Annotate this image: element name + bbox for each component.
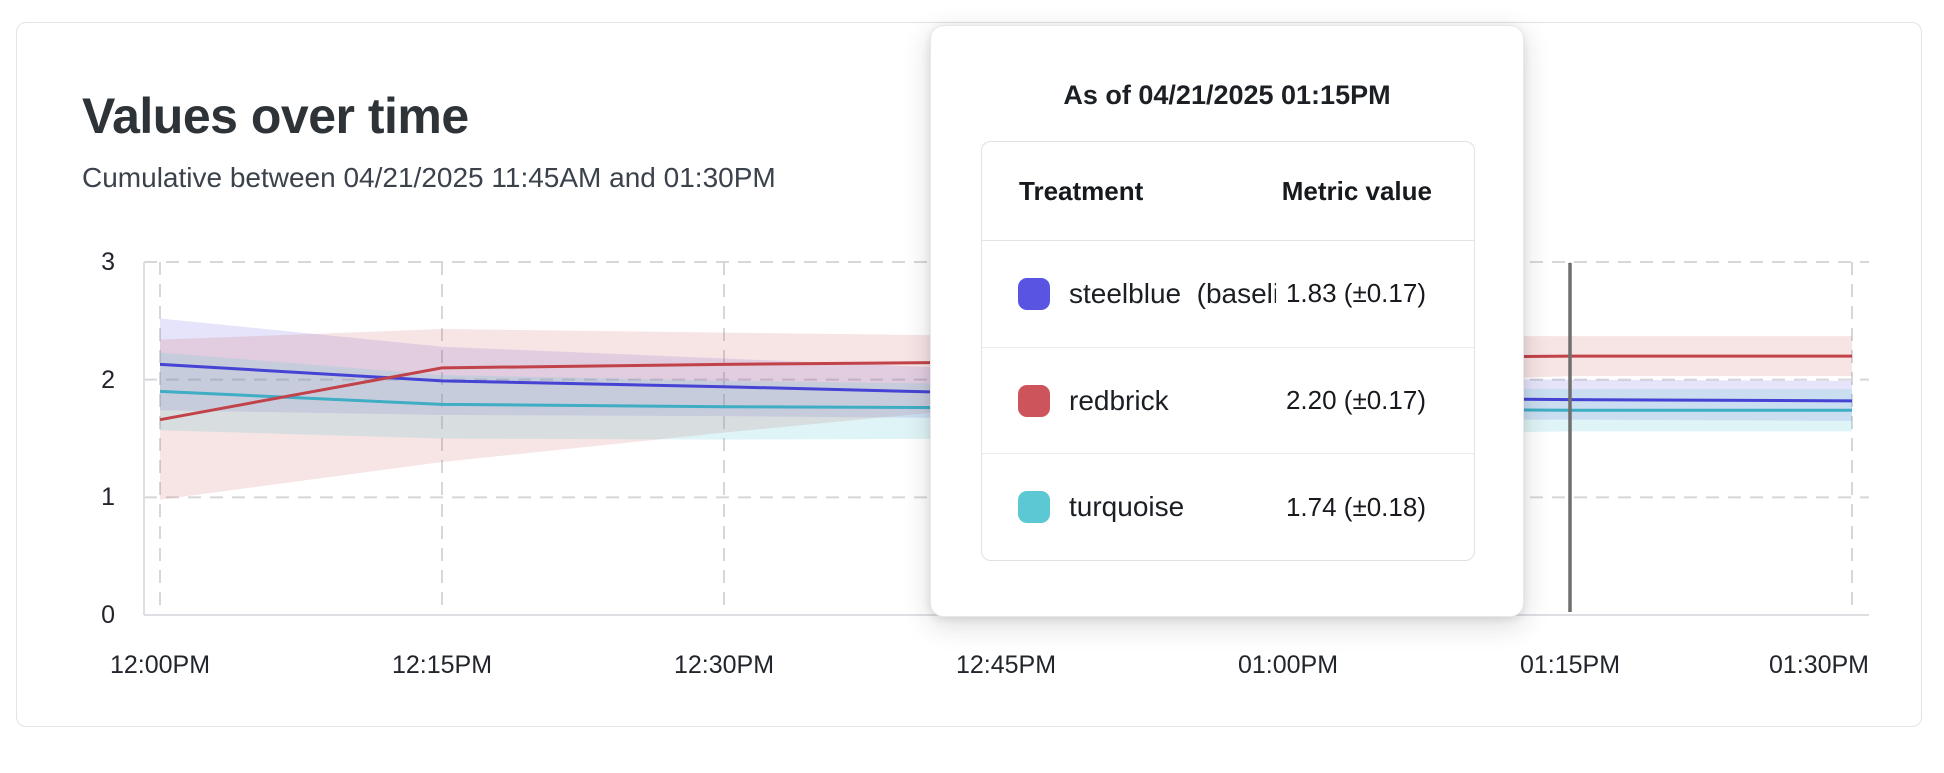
x-axis-label: 12:00PM (109, 651, 211, 679)
series-swatch-steelblue (1018, 277, 1050, 310)
x-axis-label: 01:15PM (1519, 651, 1621, 679)
table-row: turquoise 1.74 (±0.18) (982, 453, 1474, 560)
series-swatch-redbrick (1018, 384, 1050, 417)
table-header-row: Treatment Metric value (982, 142, 1474, 241)
metric-value: 1.74 (±0.18) (1285, 491, 1426, 522)
chart-subtitle: Cumulative between 04/21/2025 11:45AM an… (82, 162, 776, 193)
table-row: redbrick 2.20 (±0.17) (982, 346, 1474, 454)
x-axis-label: 12:15PM (391, 651, 493, 679)
column-header-treatment: Treatment (1019, 175, 1144, 206)
x-axis-label: 12:45PM (955, 651, 1057, 679)
metric-value: 2.20 (±0.17) (1285, 385, 1426, 415)
x-axis-label: 01:00PM (1237, 651, 1339, 679)
y-axis-label: 1 (101, 483, 115, 512)
treatment-label: turquoise (1069, 491, 1185, 523)
table-row: steelblue (baseli 1.83 (±0.17) (982, 241, 1474, 347)
treatment-table: Treatment Metric value steelblue (baseli… (981, 141, 1475, 561)
tooltip-heading: As of 04/21/2025 01:15PM (1063, 80, 1391, 110)
y-axis-label: 2 (101, 365, 115, 394)
page-title: Values over time (82, 88, 469, 144)
x-axis-label: 01:30PM (1768, 651, 1869, 679)
metric-value: 1.83 (±0.17) (1285, 278, 1426, 309)
treatment-label: redbrick (1069, 384, 1169, 416)
y-axis-label: 0 (101, 601, 115, 629)
column-header-metric-value: Metric value (1281, 175, 1432, 206)
treatment-label: steelblue (baseli (1069, 277, 1276, 309)
hover-tooltip: As of 04/21/2025 01:15PM Treatment Metri… (930, 25, 1524, 617)
series-swatch-turquoise (1018, 491, 1050, 524)
y-axis-label: 3 (101, 247, 115, 276)
x-axis-label: 12:30PM (673, 651, 775, 679)
